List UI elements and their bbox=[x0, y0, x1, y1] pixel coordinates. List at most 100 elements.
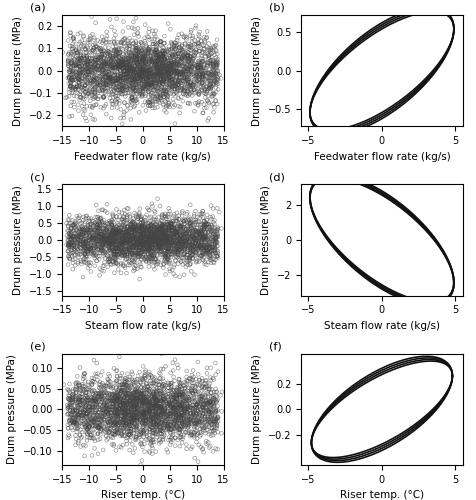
Point bbox=[111, 409, 119, 417]
Point bbox=[151, 220, 159, 228]
Point bbox=[133, 48, 141, 56]
Point bbox=[99, 380, 106, 388]
Point bbox=[172, 403, 180, 411]
Point bbox=[187, 86, 194, 94]
Point bbox=[198, 70, 206, 78]
Point bbox=[135, 234, 143, 242]
Point bbox=[88, 250, 95, 258]
Point bbox=[148, 251, 156, 259]
Point bbox=[137, 392, 144, 400]
Point bbox=[101, 63, 109, 71]
Point bbox=[141, 68, 149, 76]
Point bbox=[189, 232, 197, 240]
Point bbox=[171, 356, 178, 364]
Point bbox=[167, 409, 174, 417]
Point bbox=[195, 230, 202, 237]
Point bbox=[99, 76, 107, 84]
Point bbox=[180, 404, 188, 411]
Point bbox=[70, 420, 78, 428]
Point bbox=[129, 226, 137, 234]
Point bbox=[178, 240, 186, 248]
Point bbox=[116, 424, 124, 432]
Point bbox=[207, 44, 214, 52]
Point bbox=[159, 380, 167, 388]
Point bbox=[119, 380, 127, 388]
Point bbox=[129, 77, 137, 85]
Point bbox=[125, 49, 133, 57]
Point bbox=[166, 267, 173, 275]
Point bbox=[152, 231, 159, 239]
Point bbox=[73, 72, 80, 80]
Point bbox=[197, 430, 205, 438]
Point bbox=[172, 421, 179, 429]
Point bbox=[94, 421, 102, 429]
Point bbox=[115, 49, 123, 57]
Point bbox=[118, 396, 125, 404]
Point bbox=[157, 220, 165, 228]
Point bbox=[104, 56, 112, 64]
Point bbox=[191, 46, 199, 54]
Point bbox=[156, 38, 164, 46]
Point bbox=[150, 207, 158, 215]
Point bbox=[69, 410, 77, 418]
Point bbox=[102, 420, 109, 428]
Point bbox=[196, 70, 204, 78]
Point bbox=[209, 80, 217, 88]
Point bbox=[100, 64, 108, 72]
Point bbox=[149, 390, 157, 398]
Point bbox=[129, 96, 136, 104]
Point bbox=[99, 58, 107, 66]
Point bbox=[88, 63, 96, 71]
Point bbox=[138, 225, 146, 233]
Point bbox=[202, 388, 210, 396]
Point bbox=[114, 60, 122, 68]
Point bbox=[75, 224, 83, 232]
Point bbox=[80, 226, 88, 234]
Point bbox=[97, 426, 105, 434]
Point bbox=[164, 72, 171, 80]
Point bbox=[188, 241, 196, 249]
Point bbox=[91, 116, 99, 124]
Point bbox=[74, 74, 82, 82]
Point bbox=[102, 382, 110, 390]
Point bbox=[139, 390, 147, 398]
Point bbox=[140, 224, 148, 232]
Point bbox=[122, 74, 130, 82]
Point bbox=[177, 70, 184, 78]
Point bbox=[122, 50, 130, 58]
Point bbox=[138, 374, 145, 382]
Point bbox=[111, 74, 119, 82]
Point bbox=[103, 416, 110, 424]
Point bbox=[71, 407, 79, 415]
Point bbox=[185, 427, 193, 435]
Point bbox=[141, 98, 149, 106]
Point bbox=[76, 62, 83, 70]
Point bbox=[127, 404, 134, 412]
Point bbox=[160, 106, 168, 114]
Point bbox=[188, 376, 196, 384]
Point bbox=[86, 242, 94, 250]
Point bbox=[109, 401, 116, 409]
Point bbox=[172, 394, 180, 402]
Point bbox=[123, 440, 130, 448]
Point bbox=[154, 396, 161, 404]
Point bbox=[129, 64, 137, 72]
Point bbox=[161, 408, 169, 416]
Point bbox=[142, 232, 150, 240]
Point bbox=[150, 70, 158, 78]
Point bbox=[85, 402, 93, 410]
Point bbox=[197, 64, 205, 72]
Point bbox=[82, 229, 90, 237]
Point bbox=[153, 226, 161, 234]
Point bbox=[202, 440, 210, 448]
Point bbox=[69, 45, 76, 53]
Point bbox=[157, 229, 165, 237]
Point bbox=[72, 92, 80, 100]
Point bbox=[112, 428, 120, 436]
Point bbox=[208, 92, 215, 100]
Point bbox=[71, 410, 79, 418]
Point bbox=[180, 72, 188, 80]
Point bbox=[166, 81, 174, 89]
Point bbox=[188, 389, 195, 397]
Point bbox=[179, 77, 187, 85]
